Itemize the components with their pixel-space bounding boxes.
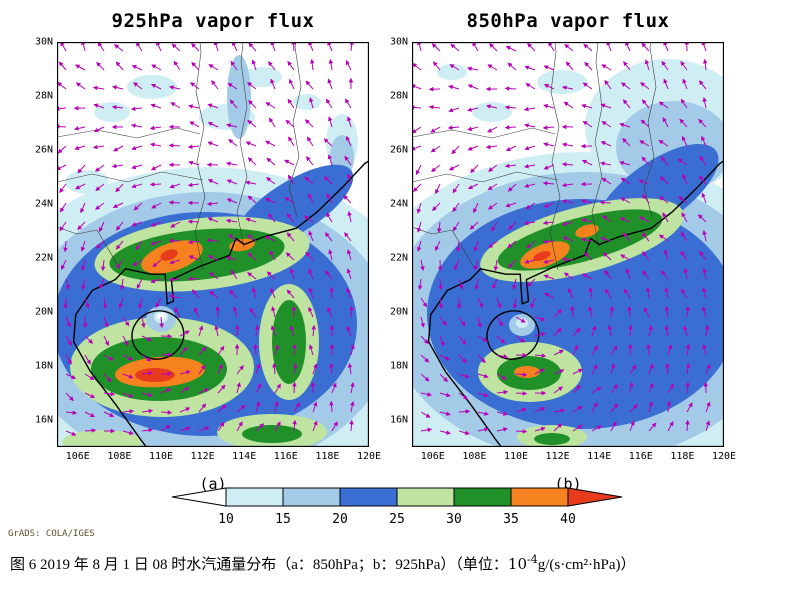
x-tick-label: 112E	[545, 451, 570, 462]
map-area-925: 30N 28N 26N 24N 22N 20N 18N 16N	[35, 37, 381, 463]
x-tick-label: 120E	[711, 451, 737, 462]
x-tick-label: 110E	[503, 451, 529, 462]
y-tick-label: 24N	[34, 198, 53, 210]
panel-925hpa: 925hPa vapor flux 30N 28N 26N 24N 22N 20N 18N 1…	[35, 10, 381, 493]
x-tick-label: 110E	[148, 451, 174, 462]
y-tick-label: 28N	[34, 90, 53, 102]
map-925hpa	[57, 42, 369, 447]
map-850hpa	[412, 42, 724, 447]
x-tick-label: 106E	[420, 451, 445, 462]
x-axis-labels-925: 106E 108E 110E 112E 114E 116E 118E 120E	[57, 451, 381, 465]
y-tick-label: 22N	[389, 252, 408, 264]
caption-text: 图 6 2019 年 8 月 1 日 08 时水汽通量分布（a：850hPa；b…	[10, 557, 508, 573]
caption-exponent: -4	[527, 553, 538, 566]
y-tick-label: 24N	[389, 198, 408, 210]
x-tick-label: 118E	[315, 451, 340, 462]
wind-vectors-925	[57, 42, 355, 436]
y-tick-label: 20N	[34, 306, 53, 318]
x-tick-label: 120E	[356, 451, 382, 462]
panel-title-925: 925hPa vapor flux	[111, 10, 315, 32]
y-tick-label: 26N	[34, 144, 53, 156]
y-tick-label: 20N	[389, 306, 408, 318]
svg-text:15: 15	[275, 512, 291, 527]
wind-vectors-850	[412, 42, 711, 436]
x-axis-labels-850: 106E 108E 110E 112E 114E 116E 118E 120E	[412, 451, 736, 465]
map-frame	[57, 42, 369, 447]
svg-text:35: 35	[503, 512, 519, 527]
y-axis-labels-925: 30N 28N 26N 24N 22N 20N 18N 16N	[23, 37, 53, 447]
svg-text:40: 40	[560, 512, 576, 527]
x-tick-label: 118E	[670, 451, 695, 462]
grads-attribution: GrADS: COLA/IGES	[8, 529, 95, 539]
figure-caption: 图 6 2019 年 8 月 1 日 08 时水汽通量分布（a：850hPa；b…	[10, 553, 788, 574]
panel-850hpa: 850hPa vapor flux 30N 28N 26N 24N 22N 20N 18N 1…	[390, 10, 736, 493]
y-tick-label: 28N	[389, 90, 408, 102]
caption-units: g/(s·cm²·hPa)）	[537, 557, 636, 573]
map-area-850: 30N 28N 26N 24N 22N 20N 18N 16N	[390, 37, 736, 463]
x-tick-label: 114E	[587, 451, 612, 462]
y-tick-label: 30N	[34, 36, 53, 48]
panel-title-850: 850hPa vapor flux	[466, 10, 670, 32]
x-tick-label: 112E	[190, 451, 215, 462]
svg-text:20: 20	[332, 512, 348, 527]
vapor-flux-shading-925	[57, 55, 369, 447]
y-tick-label: 18N	[389, 360, 408, 372]
caption-base: 10	[507, 555, 528, 573]
x-tick-label: 108E	[462, 451, 487, 462]
x-tick-label: 116E	[628, 451, 653, 462]
y-tick-label: 18N	[34, 360, 53, 372]
y-tick-label: 26N	[389, 144, 408, 156]
svg-text:25: 25	[389, 512, 405, 527]
svg-text:30: 30	[446, 512, 462, 527]
map-frame	[412, 42, 724, 447]
y-tick-label: 16N	[389, 414, 408, 426]
x-tick-label: 106E	[65, 451, 90, 462]
y-tick-label: 16N	[34, 414, 53, 426]
x-tick-label: 116E	[273, 451, 298, 462]
y-tick-label: 30N	[389, 36, 408, 48]
y-axis-labels-850: 30N 28N 26N 24N 22N 20N 18N 16N	[378, 37, 408, 447]
svg-text:10: 10	[218, 512, 234, 527]
panel-label-a: (a)	[199, 475, 227, 493]
x-tick-label: 108E	[107, 451, 132, 462]
color-legend: 10 15 20 25 30 35 40	[170, 487, 624, 529]
y-tick-label: 22N	[34, 252, 53, 264]
x-tick-label: 114E	[232, 451, 257, 462]
